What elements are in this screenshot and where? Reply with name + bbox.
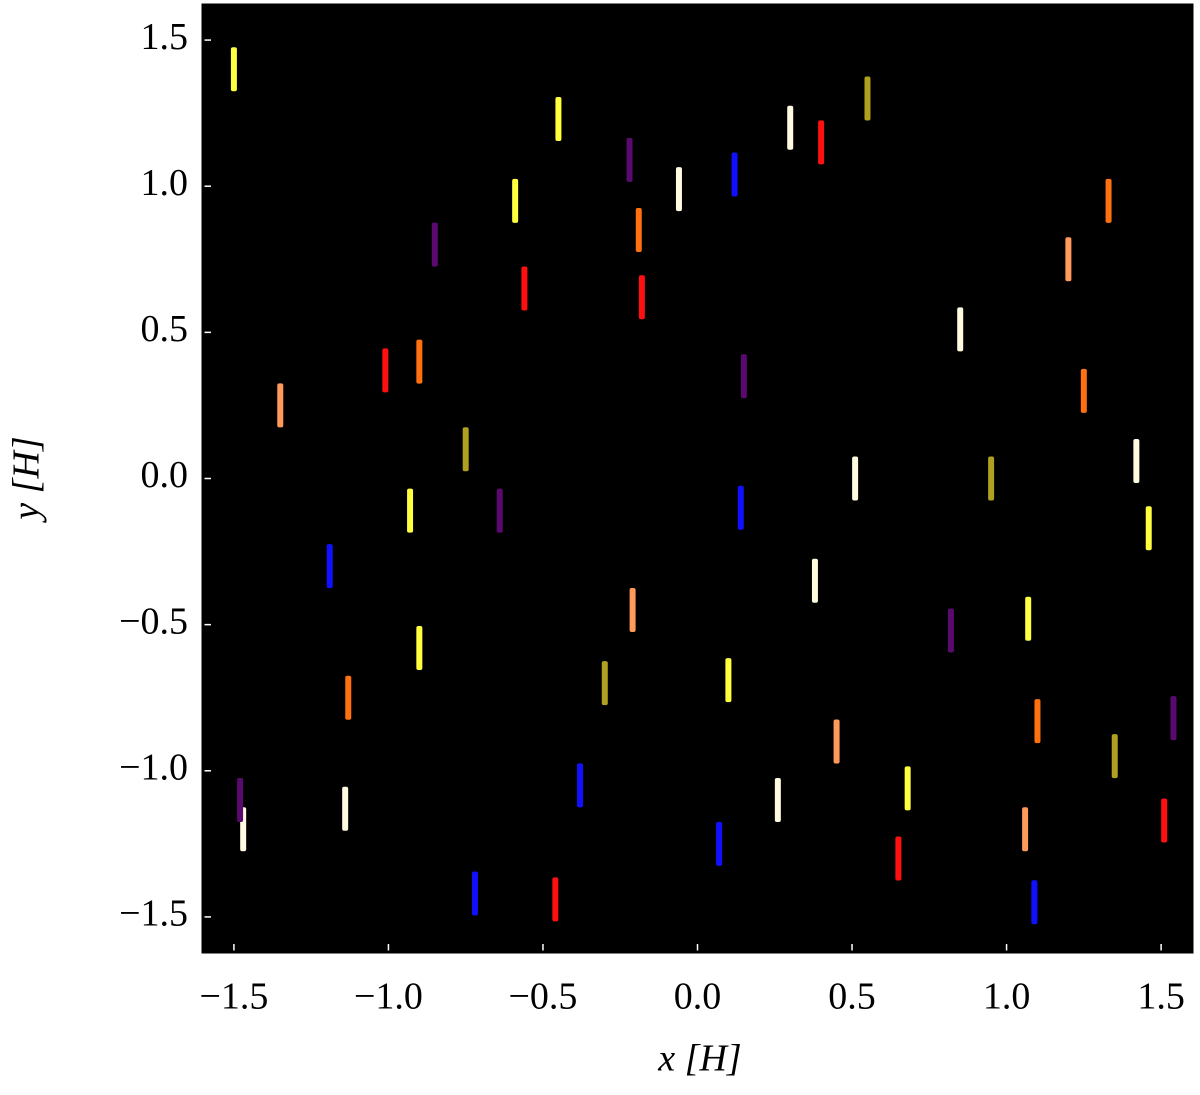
- structure: [864, 76, 871, 121]
- structure: [1133, 438, 1140, 483]
- structure: [988, 456, 995, 501]
- structure: [737, 485, 744, 530]
- structure: [1161, 798, 1168, 843]
- y-tick-label: 0.0: [141, 454, 189, 496]
- structure: [342, 786, 349, 831]
- y-axis-label: y [H]: [6, 436, 48, 523]
- structure: [774, 778, 781, 823]
- structure: [1145, 506, 1152, 551]
- structure: [230, 47, 237, 92]
- structure: [895, 836, 902, 881]
- structure: [601, 661, 608, 706]
- x-tick-label: 1.0: [983, 976, 1031, 1018]
- structure: [431, 222, 438, 267]
- structure: [555, 96, 562, 141]
- structure: [512, 178, 519, 223]
- structure: [382, 348, 389, 393]
- structure: [629, 588, 636, 633]
- structure: [237, 778, 244, 823]
- structure: [1034, 699, 1041, 744]
- structure: [740, 354, 747, 399]
- structure: [277, 383, 284, 428]
- structure: [1105, 178, 1112, 223]
- y-tick-label: 1.0: [141, 162, 189, 204]
- x-tick-label: 0.5: [828, 976, 876, 1018]
- structure: [1111, 734, 1118, 779]
- structure: [626, 137, 633, 182]
- structure: [577, 763, 584, 808]
- structure: [957, 307, 964, 352]
- structure: [833, 719, 840, 764]
- structure: [462, 427, 469, 472]
- structure: [1170, 696, 1177, 741]
- y-tick-label: 1.5: [141, 16, 189, 58]
- structure: [638, 275, 645, 320]
- structure: [326, 544, 333, 589]
- y-tick-label: −1.5: [119, 893, 188, 935]
- y-tick-label: −1.0: [119, 747, 188, 789]
- y-tick-label: 0.5: [141, 308, 189, 350]
- x-tick-label: −0.5: [509, 976, 578, 1018]
- structure: [345, 675, 352, 720]
- structure: [1022, 807, 1029, 852]
- structure: [496, 488, 503, 533]
- x-axis-label: x [H]: [657, 1038, 741, 1080]
- structure: [635, 208, 642, 253]
- plot-area: [203, 5, 1192, 952]
- structure: [818, 120, 825, 165]
- x-tick-label: −1.0: [354, 976, 423, 1018]
- x-tick-label: 0.0: [674, 976, 722, 1018]
- structure: [552, 877, 559, 922]
- y-tick-label: −0.5: [119, 600, 188, 642]
- structure: [725, 658, 732, 703]
- plot-frame: [201, 3, 1194, 954]
- x-tick-label: 1.5: [1137, 976, 1185, 1018]
- structure: [1025, 596, 1032, 641]
- structure: [675, 167, 682, 212]
- structure: [1080, 368, 1087, 413]
- structure: [852, 456, 859, 501]
- structure: [416, 626, 423, 671]
- structure: [731, 152, 738, 197]
- structure: [716, 821, 723, 866]
- structure: [904, 766, 911, 811]
- structure: [521, 266, 528, 311]
- structure: [471, 871, 478, 916]
- structure: [1065, 237, 1072, 282]
- x-tick-label: −1.5: [199, 976, 268, 1018]
- structure: [947, 608, 954, 653]
- structure: [787, 105, 794, 150]
- structure: [416, 339, 423, 384]
- structure: [811, 558, 818, 603]
- structure: [1031, 880, 1038, 925]
- structure: [407, 488, 414, 533]
